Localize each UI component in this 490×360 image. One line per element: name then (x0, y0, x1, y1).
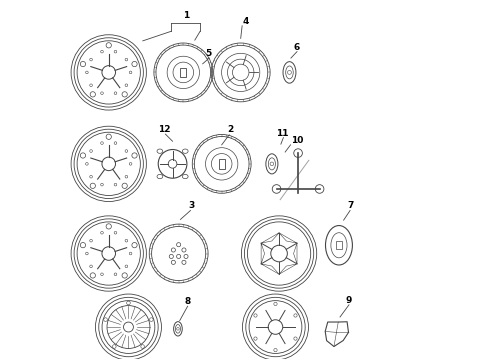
Text: 9: 9 (346, 296, 352, 305)
Text: 1: 1 (183, 11, 189, 20)
Text: 4: 4 (242, 17, 248, 26)
Bar (180, 68, 186, 77)
Text: 3: 3 (188, 201, 195, 210)
Text: 12: 12 (158, 125, 171, 134)
Text: 2: 2 (227, 125, 233, 134)
Bar (219, 159, 224, 168)
Text: 11: 11 (276, 129, 289, 138)
Text: 8: 8 (185, 297, 191, 306)
Ellipse shape (325, 226, 352, 265)
Ellipse shape (283, 62, 296, 83)
Text: 6: 6 (294, 42, 300, 51)
Ellipse shape (266, 154, 278, 174)
Text: 5: 5 (205, 49, 212, 58)
Bar (336, 241, 342, 249)
Text: 10: 10 (291, 136, 303, 145)
Ellipse shape (173, 321, 182, 336)
Text: 7: 7 (347, 202, 353, 211)
